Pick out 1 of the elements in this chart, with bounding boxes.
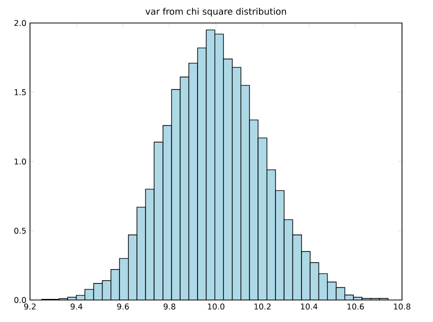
chart-title: var from chi square distribution [146,8,286,16]
